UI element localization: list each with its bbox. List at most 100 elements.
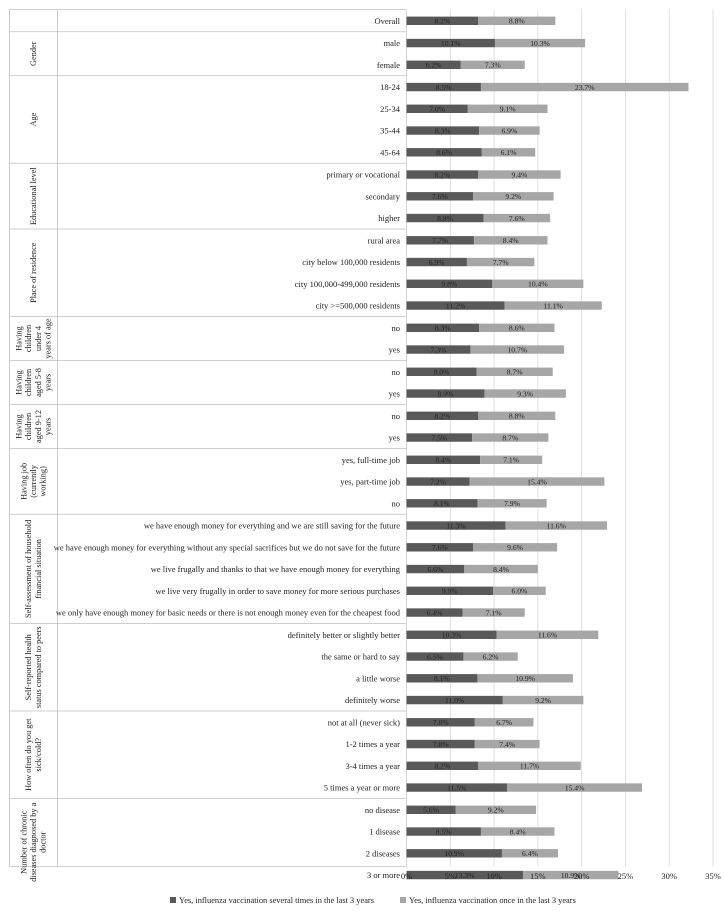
data-label-series2: 9.3%	[517, 389, 533, 398]
bar-series2	[466, 257, 535, 267]
bar-series2	[455, 805, 537, 814]
bar-series2	[502, 695, 584, 705]
bar-series1	[406, 236, 474, 245]
bar-series2	[481, 148, 536, 157]
bar-series2	[474, 718, 534, 727]
data-label-series1: 6.5%	[427, 652, 443, 661]
data-label-series2: 8.7%	[507, 368, 523, 377]
category-label: we only have enough money for basic need…	[56, 608, 401, 618]
category-label: primary or vocational	[326, 170, 400, 180]
bar-series1	[406, 301, 505, 310]
bar-series2	[478, 761, 581, 770]
bar-series1	[406, 257, 467, 267]
bar-series2	[504, 301, 602, 310]
x-tick-label: 25%	[618, 871, 634, 881]
category-label: yes, full-time job	[342, 455, 400, 465]
bar-series2	[474, 739, 540, 749]
group-label-line: aged 5-8	[34, 368, 43, 397]
category-label: 2 diseases	[366, 848, 400, 858]
data-label-series1: 7.0%	[429, 105, 445, 114]
bar-series1	[406, 433, 473, 442]
category-label: the same or hard to say	[321, 652, 400, 662]
bar-series1	[406, 367, 477, 376]
bar-series1	[406, 805, 456, 814]
category-label: we live frugally and thanks to that we h…	[151, 564, 401, 574]
group-label-line: (currently	[29, 464, 38, 498]
data-label-series1: 8.3%	[435, 126, 451, 135]
category-label: no	[392, 411, 401, 421]
data-label-series1: 8.5%	[436, 83, 452, 92]
data-label-series1: 8.5%	[436, 827, 452, 836]
bar-series2	[460, 60, 525, 69]
bar-series2	[473, 543, 558, 552]
group-label: Age	[29, 112, 38, 126]
group-label-line: Having	[15, 370, 24, 394]
bar-series2	[505, 521, 608, 530]
data-label-series2: 8.4%	[493, 565, 509, 574]
bar-series1	[406, 126, 480, 135]
bar-series2	[479, 126, 540, 135]
x-tick-label: 10%	[486, 871, 502, 881]
bar-series2	[469, 477, 605, 486]
data-label-series1: 10.9%	[444, 849, 464, 858]
category-label: definitely better or slightly better	[288, 630, 401, 640]
data-label-series1: 11.5%	[447, 783, 467, 792]
data-label-series2: 9.6%	[507, 543, 523, 552]
category-label: city 100,000-499,000 residents	[295, 279, 400, 289]
data-label-series2: 11.7%	[520, 762, 540, 771]
data-label-series2: 6.9%	[501, 126, 517, 135]
data-label-series2: 9.2%	[505, 192, 521, 201]
data-label-series1: 8.2%	[434, 17, 450, 26]
bar-series2	[477, 499, 547, 508]
category-label: city >=500,000 residents	[316, 301, 400, 311]
category-label: we have enough money for everything with…	[54, 542, 400, 552]
data-label-series2: 8.4%	[503, 236, 519, 245]
data-label-series1: 8.1%	[434, 674, 450, 683]
group-label-line: Place of residence	[29, 242, 38, 303]
data-label-series2: 11.6%	[538, 631, 558, 640]
data-label-series2: 11.1%	[544, 301, 564, 310]
bar-series2	[470, 345, 565, 354]
legend-swatch-series1	[170, 897, 176, 903]
bar-series2	[477, 674, 573, 683]
bar-series1	[406, 477, 470, 486]
bar-series2	[463, 652, 518, 661]
group-label: Self-reported healthstatus compared to p…	[24, 626, 43, 708]
bar-series2	[501, 849, 558, 858]
group-label: Having job(currentlyworking)	[19, 463, 47, 500]
bar-series1	[406, 521, 506, 530]
bar-series2	[483, 213, 551, 223]
bar-series1	[406, 674, 478, 683]
bar-series2	[480, 82, 689, 92]
bar-series1	[406, 60, 461, 69]
group-label: How often do you getsick/cold?	[24, 718, 43, 791]
category-label: 3 or more	[367, 870, 400, 880]
data-label-series1: 8.2%	[434, 170, 450, 179]
data-label-series1: 6.4%	[427, 608, 443, 617]
x-tick-label: 20%	[574, 871, 590, 881]
group-label-line: Self-assessment of household	[24, 519, 33, 618]
data-label-series2: 10.9%	[561, 871, 581, 880]
group-label-line: Age	[29, 112, 38, 126]
bar-series1	[406, 499, 478, 508]
group-label-line: Having	[15, 414, 24, 438]
category-label: yes	[389, 345, 400, 355]
group-label: Havingchildrenaged 5-8years	[15, 368, 53, 397]
bar-series2	[480, 455, 543, 464]
data-label-series1: 9.8%	[441, 280, 457, 289]
data-label-series2: 15.4%	[527, 477, 547, 486]
category-label: male	[383, 38, 400, 48]
data-label-series1: 8.2%	[434, 412, 450, 421]
group-label: Havingchildrenaged 9-12years	[15, 410, 53, 443]
group-label-line: years	[43, 418, 52, 436]
group-label-line: Having job	[19, 463, 28, 500]
data-label-series2: 9.2%	[488, 806, 504, 815]
bar-series1	[406, 389, 485, 398]
bar-series2	[496, 630, 599, 639]
bar-series2	[473, 192, 554, 201]
bar-series2	[476, 367, 553, 376]
bar-series1	[406, 695, 503, 705]
data-label-series2: 15.4%	[565, 783, 585, 792]
data-label-series1: 8.0%	[434, 368, 450, 377]
